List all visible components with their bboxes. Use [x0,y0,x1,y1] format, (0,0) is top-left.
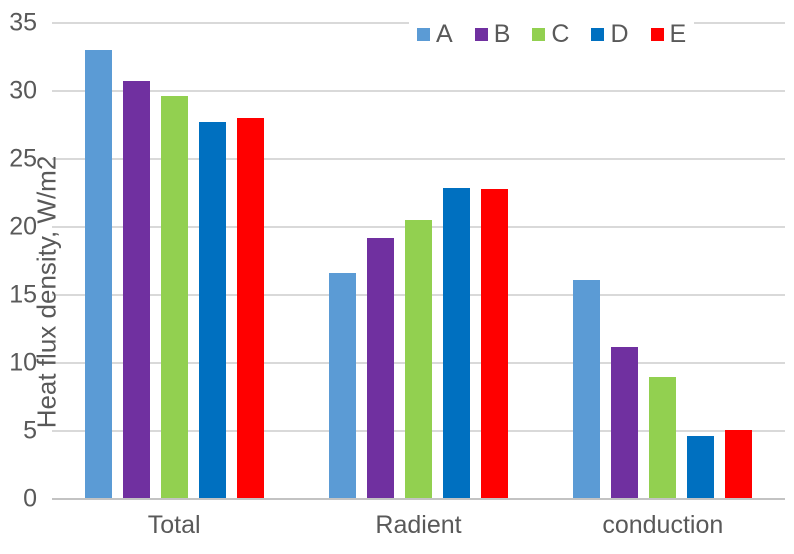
bar-c-total [160,96,188,499]
gridline [52,90,785,92]
legend-label: B [493,20,511,48]
x-axis-labels: Total Radient conduction [52,511,785,540]
legend-item-c: C [532,20,569,49]
bar-b-total [122,81,150,499]
legend-swatch-icon [474,28,488,41]
x-category-label-radient: Radient [375,511,462,539]
bar-c-conduction [649,376,677,499]
legend-item-b: B [474,20,511,49]
y-tick-label: 15 [9,280,37,309]
legend-label: C [551,20,570,48]
bar-b-conduction [611,346,639,499]
bar-a-total [84,50,112,499]
x-category-label-conduction: conduction [602,511,724,539]
legend-swatch-icon [591,28,605,41]
legend-item-d: D [591,20,629,49]
legend-label: D [610,20,629,48]
bar-a-radient [328,273,356,499]
y-tick-label: 25 [9,144,37,173]
legend-item-e: E [650,20,687,49]
y-tick-label: 10 [9,348,37,377]
category-group-conduction [541,23,785,499]
bar-d-conduction [687,436,715,499]
x-category-label-total: Total [147,511,201,539]
y-tick-label: 35 [9,8,37,37]
bar-e-conduction [725,429,753,499]
bar-c-radient [404,220,432,499]
legend-label: E [669,20,687,48]
bars-layer [52,23,785,499]
category-group-radient [296,23,540,499]
legend-swatch-icon [650,28,664,41]
legend-label: A [436,20,453,48]
legend-item-a: A [417,20,453,49]
bar-b-radient [366,237,394,499]
legend-swatch-icon [532,28,546,41]
category-group-total [52,23,296,499]
plot-area [52,22,785,500]
bar-a-conduction [573,280,601,499]
y-tick-label: 5 [23,416,37,445]
y-tick-label: 0 [23,484,37,513]
bar-d-total [198,122,226,499]
legend-swatch-icon [417,28,430,41]
gridline [52,158,785,160]
bar-e-total [236,118,264,499]
y-tick-label: 20 [9,212,37,241]
y-tick-label: 30 [9,76,37,105]
bar-e-radient [480,188,508,499]
x-axis-line [52,498,785,500]
bar-d-radient [442,187,470,499]
legend: A B C D E [409,17,695,52]
